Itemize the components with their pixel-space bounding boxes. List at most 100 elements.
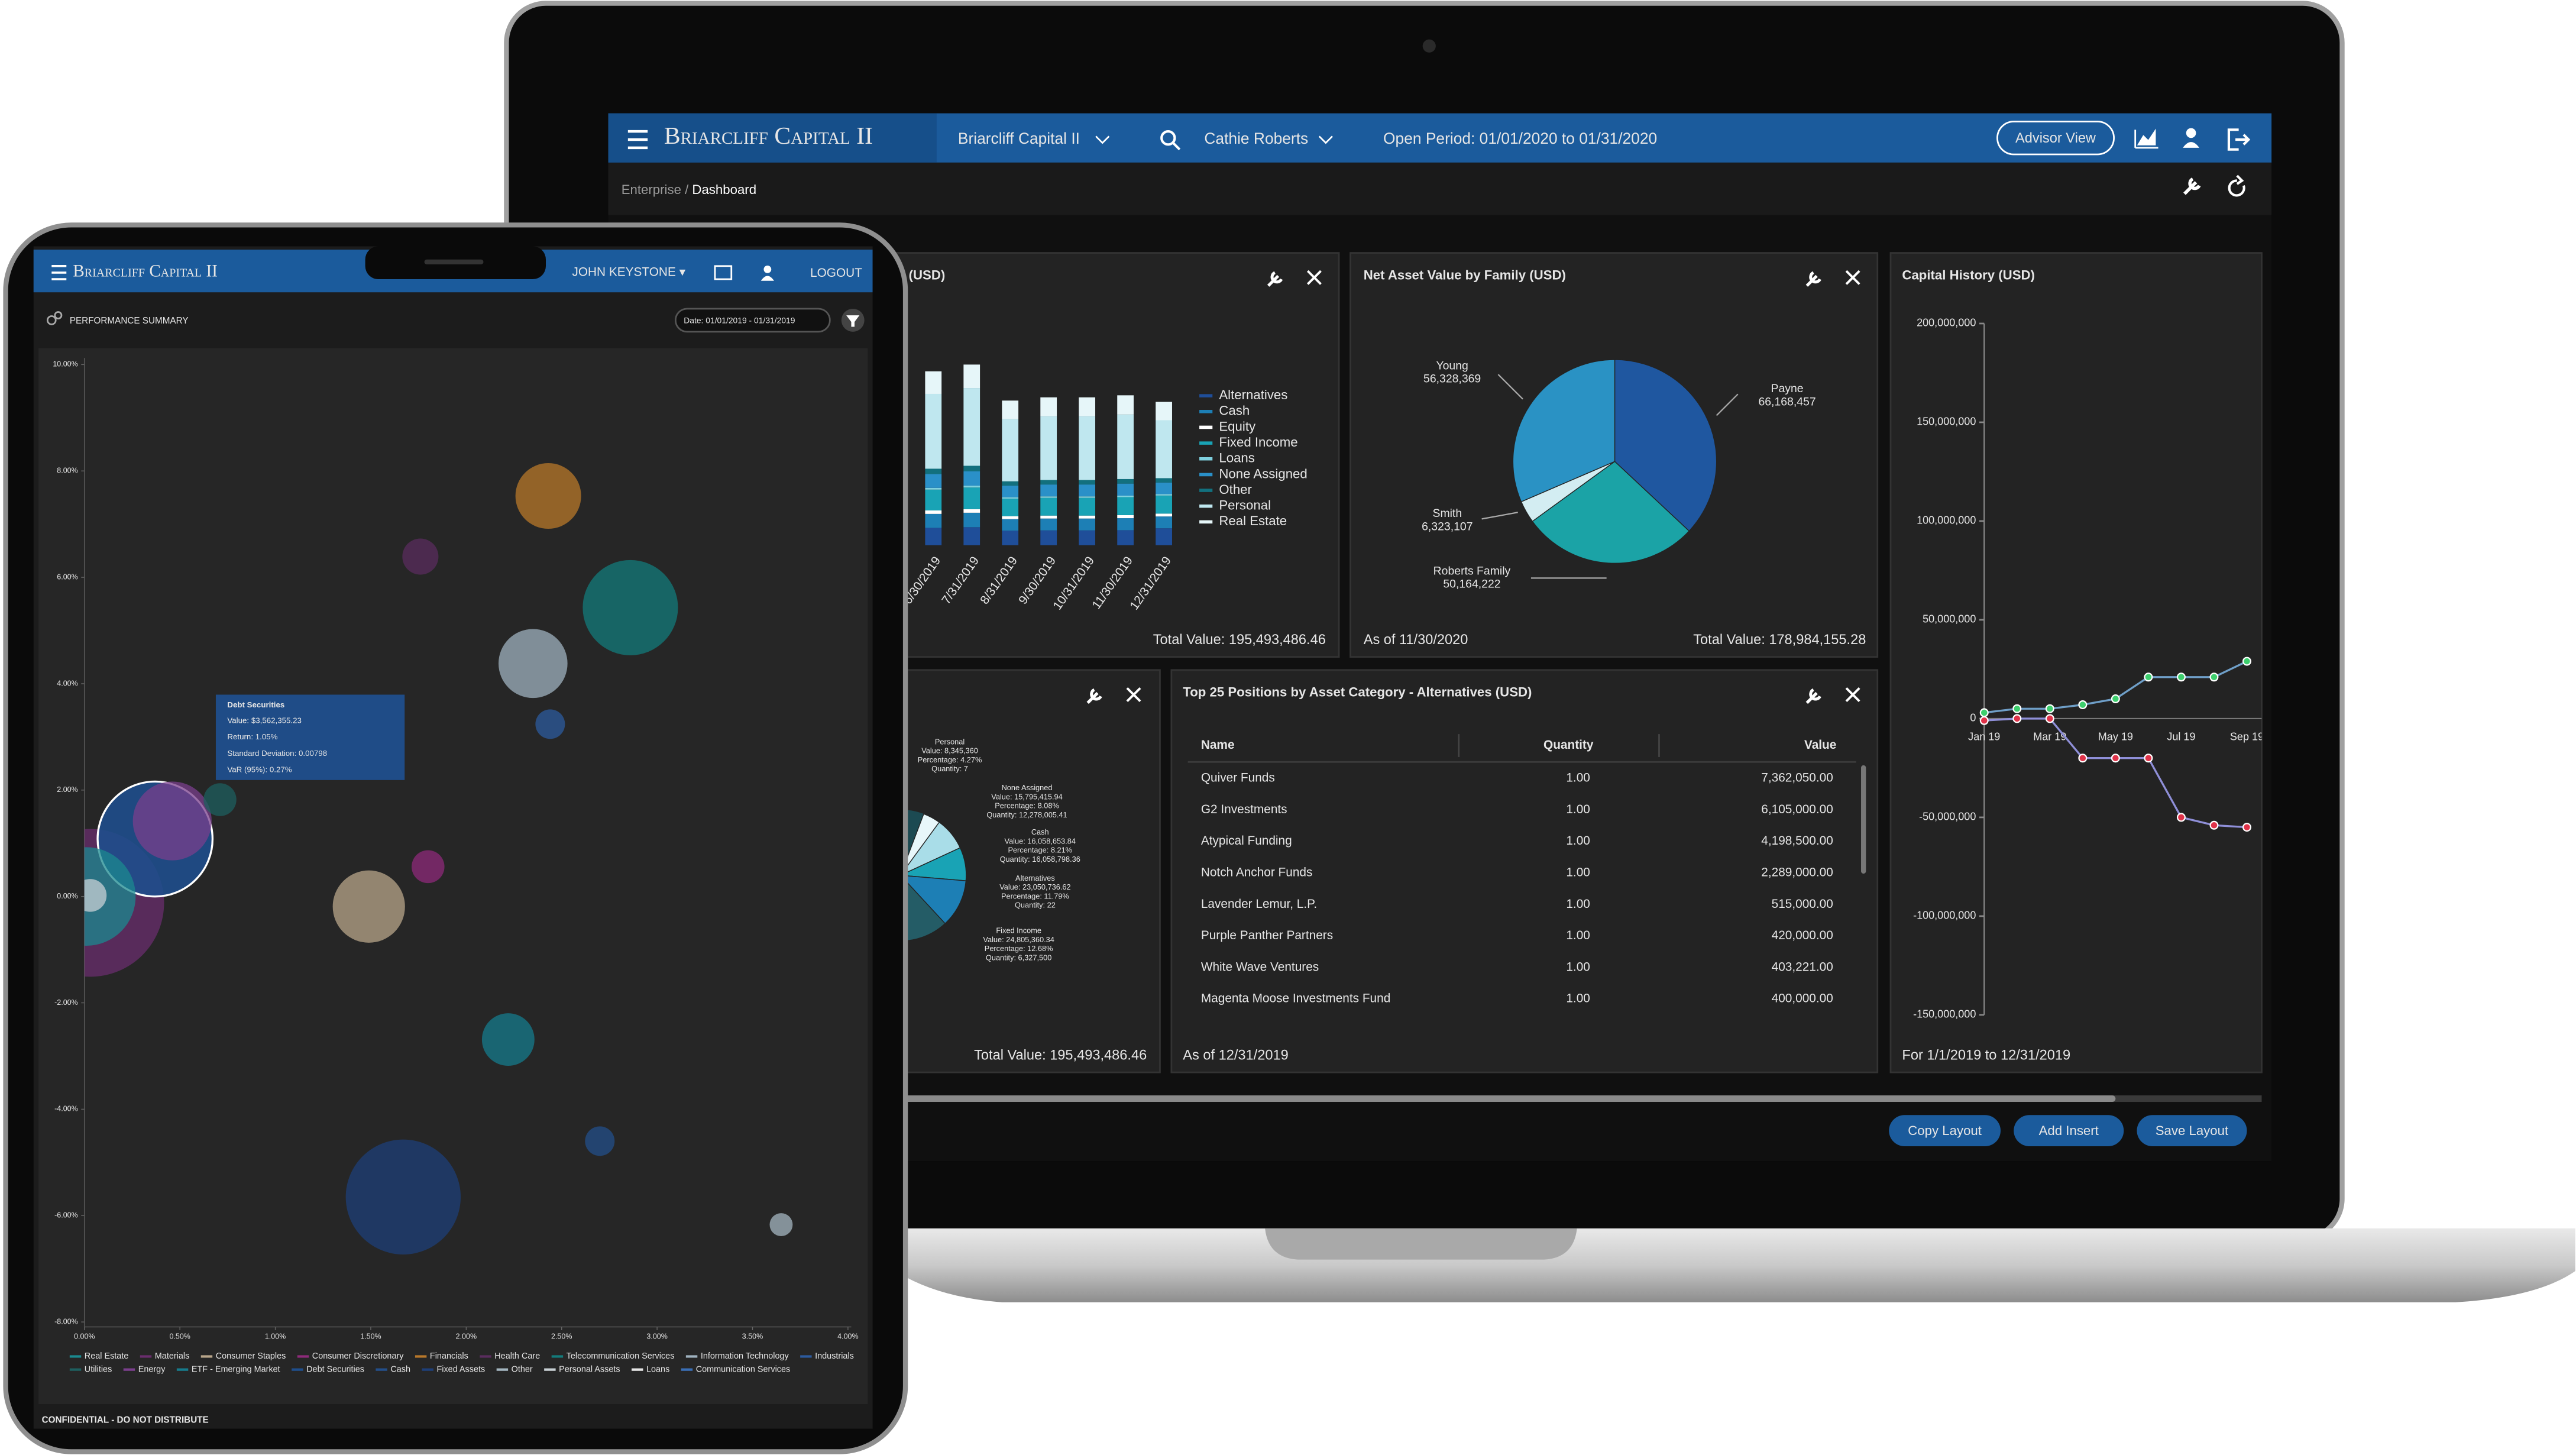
- brand-area: [608, 113, 937, 163]
- legend-label[interactable]: Energy: [138, 1365, 166, 1374]
- settings-icon[interactable]: [1267, 271, 1283, 287]
- bubble[interactable]: [332, 870, 405, 943]
- scroll-thumb[interactable]: [887, 1095, 2116, 1102]
- chart-icon[interactable]: [2134, 128, 2158, 149]
- bubble[interactable]: [412, 850, 445, 884]
- settings-icon[interactable]: [1805, 688, 1821, 704]
- bar-segment: [963, 471, 980, 486]
- bubble[interactable]: [132, 781, 212, 861]
- bar-segment: [925, 474, 942, 488]
- bar-segment: [1117, 395, 1134, 415]
- bubble[interactable]: [769, 1213, 793, 1236]
- legend-label[interactable]: Financials: [430, 1351, 468, 1361]
- settings-icon[interactable]: [1086, 688, 1102, 704]
- profile-icon[interactable]: [760, 265, 774, 281]
- data-point: [2078, 700, 2088, 710]
- bubble[interactable]: [582, 560, 678, 655]
- bar-segment: [1156, 420, 1172, 478]
- logout-icon[interactable]: [2227, 128, 2251, 151]
- advisor-view-button[interactable]: [1996, 121, 2115, 156]
- y-tick-label: 6.00%: [57, 573, 77, 581]
- bubble[interactable]: [515, 463, 581, 529]
- legend-label[interactable]: Consumer Staples: [216, 1351, 286, 1361]
- menu-icon[interactable]: [627, 130, 648, 150]
- slice-label: Quantity: 22: [1015, 901, 1056, 910]
- close-icon[interactable]: [1306, 270, 1322, 285]
- action-button-label[interactable]: Save Layout: [2156, 1123, 2228, 1138]
- profile-icon[interactable]: [2183, 128, 2199, 148]
- legend-label[interactable]: Consumer Discretionary: [312, 1351, 404, 1361]
- bubble[interactable]: [499, 629, 568, 699]
- data-point: [2144, 754, 2153, 763]
- bar-segment: [1002, 531, 1019, 545]
- data-point: [2209, 672, 2219, 682]
- user-menu[interactable]: JOHN KEYSTONE ▾: [572, 265, 685, 279]
- tooltip-title: Debt Securities: [227, 700, 284, 709]
- bar-segment: [925, 468, 942, 474]
- bubble[interactable]: [203, 783, 237, 816]
- search-icon[interactable]: [1160, 130, 1181, 151]
- legend-label[interactable]: Other: [512, 1365, 533, 1374]
- slice-label: Cash: [1031, 827, 1049, 836]
- legend-label[interactable]: Information Technology: [701, 1351, 789, 1361]
- family-pie: Net Asset Value by Family (USD) Payne66,1…: [1364, 267, 1866, 648]
- entity-selector[interactable]: Briarcliff Capital II: [958, 130, 1080, 147]
- bubble[interactable]: [481, 1013, 535, 1066]
- legend-label[interactable]: Debt Securities: [306, 1365, 364, 1374]
- legend-label[interactable]: Real Estate: [85, 1351, 129, 1361]
- user-selector[interactable]: Cathie Roberts: [1204, 130, 1308, 147]
- x-tick-label: Mar 19: [2033, 730, 2066, 742]
- refresh-icon[interactable]: [2228, 174, 2245, 197]
- breadcrumb-parent[interactable]: Enterprise /: [622, 182, 692, 197]
- menu-icon[interactable]: [51, 264, 67, 280]
- report-icon[interactable]: [714, 265, 733, 280]
- action-button[interactable]: [1889, 1115, 2001, 1147]
- column-header[interactable]: Name: [1201, 738, 1235, 752]
- action-button[interactable]: [2137, 1115, 2247, 1147]
- action-button-label[interactable]: Add Insert: [2039, 1123, 2099, 1138]
- table-scroll-thumb[interactable]: [1861, 765, 1866, 874]
- legend-label[interactable]: Telecommunication Services: [567, 1351, 675, 1361]
- bubble[interactable]: [37, 847, 136, 946]
- date-filter[interactable]: [674, 308, 831, 333]
- column-header[interactable]: Value: [1804, 738, 1836, 752]
- legend-label[interactable]: Cash: [390, 1365, 410, 1374]
- bubble[interactable]: [402, 538, 439, 575]
- column-header[interactable]: Quantity: [1543, 738, 1594, 752]
- close-icon[interactable]: [1126, 687, 1141, 702]
- legend-label[interactable]: Fixed Assets: [436, 1365, 485, 1374]
- legend-label[interactable]: Materials: [155, 1351, 190, 1361]
- bubble[interactable]: [585, 1126, 615, 1156]
- table-cell: 400,000.00: [1772, 992, 1833, 1005]
- bubble[interactable]: [535, 709, 565, 739]
- action-button[interactable]: [2014, 1115, 2124, 1147]
- close-icon[interactable]: [1845, 270, 1860, 285]
- advisor-view-label[interactable]: Advisor View: [2015, 131, 2096, 146]
- bar-segment: [1040, 397, 1057, 416]
- legend-label[interactable]: Personal Assets: [559, 1365, 620, 1374]
- logout[interactable]: LOGOUT: [810, 266, 862, 280]
- slice-label: Percentage: 8.21%: [1008, 846, 1072, 855]
- bubble[interactable]: [74, 879, 107, 912]
- legend-label[interactable]: Communication Services: [696, 1365, 791, 1374]
- date-filter-label[interactable]: Date: 01/01/2019 - 01/31/2019: [684, 315, 795, 325]
- settings-icon[interactable]: [2183, 177, 2201, 195]
- data-point: [2111, 694, 2120, 704]
- legend-label: None Assigned: [1219, 466, 1307, 481]
- legend-label[interactable]: ETF - Emerging Market: [192, 1365, 280, 1374]
- legend-label[interactable]: Utilities: [85, 1365, 112, 1374]
- y-tick-label: 8.00%: [57, 467, 77, 475]
- bar-segment: [963, 527, 980, 545]
- bubble[interactable]: [345, 1139, 461, 1254]
- legend-label[interactable]: Industrials: [815, 1351, 854, 1361]
- bar-segment: [1079, 496, 1096, 498]
- pie-slice: [899, 875, 967, 924]
- bar-segment: [1079, 484, 1096, 497]
- legend-label[interactable]: Loans: [646, 1365, 669, 1374]
- action-button-label[interactable]: Copy Layout: [1908, 1123, 1982, 1138]
- laptop-base: [895, 1228, 2575, 1302]
- settings-icon[interactable]: [1805, 271, 1821, 287]
- close-icon[interactable]: [1845, 687, 1860, 702]
- section-title: PERFORMANCE SUMMARY: [70, 316, 189, 326]
- legend-label[interactable]: Health Care: [494, 1351, 540, 1361]
